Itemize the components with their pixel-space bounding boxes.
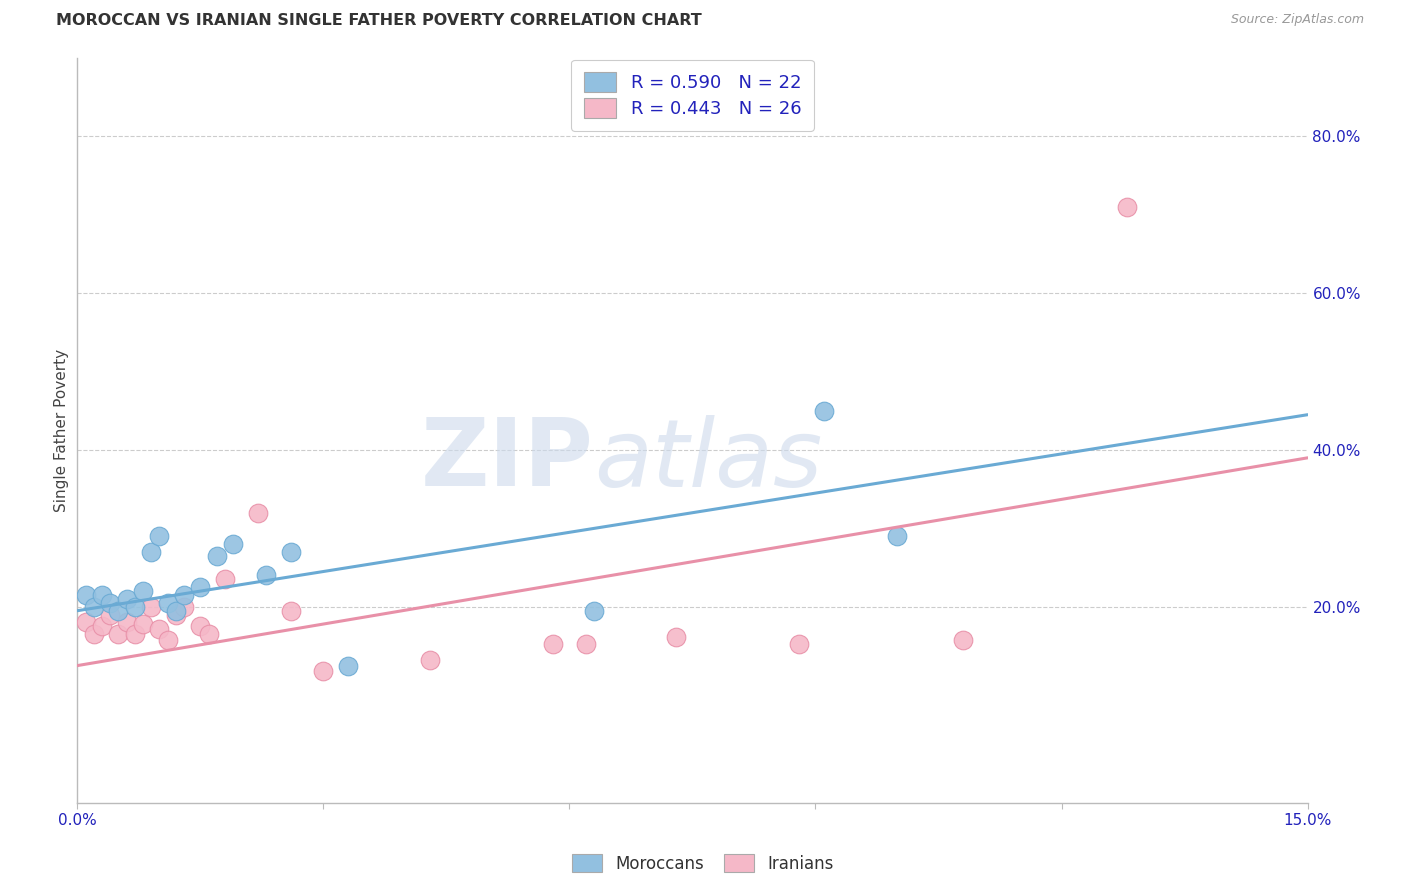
- Point: [575, 637, 598, 651]
- Point: [115, 615, 138, 630]
- Legend: Moroccans, Iranians: Moroccans, Iranians: [565, 847, 841, 880]
- Point: [583, 604, 606, 618]
- Point: [952, 632, 974, 647]
- Point: [214, 573, 236, 587]
- Point: [156, 632, 179, 647]
- Point: [132, 617, 155, 632]
- Point: [107, 604, 129, 618]
- Text: ZIP: ZIP: [422, 414, 595, 506]
- Point: [165, 607, 187, 622]
- Point: [98, 596, 121, 610]
- Point: [205, 549, 228, 563]
- Point: [665, 630, 688, 644]
- Point: [280, 604, 302, 618]
- Point: [148, 529, 170, 543]
- Y-axis label: Single Father Poverty: Single Father Poverty: [53, 349, 69, 512]
- Point: [115, 591, 138, 606]
- Text: atlas: atlas: [595, 415, 823, 506]
- Point: [173, 588, 195, 602]
- Point: [90, 619, 114, 633]
- Point: [222, 537, 245, 551]
- Point: [83, 627, 105, 641]
- Point: [141, 545, 163, 559]
- Point: [107, 627, 129, 641]
- Point: [156, 596, 179, 610]
- Point: [165, 604, 187, 618]
- Point: [75, 615, 97, 630]
- Point: [197, 627, 219, 641]
- Text: MOROCCAN VS IRANIAN SINGLE FATHER POVERTY CORRELATION CHART: MOROCCAN VS IRANIAN SINGLE FATHER POVERT…: [56, 13, 702, 29]
- Point: [90, 588, 114, 602]
- Point: [312, 664, 335, 678]
- Point: [75, 588, 97, 602]
- Point: [83, 599, 105, 614]
- Point: [419, 653, 441, 667]
- Point: [124, 599, 146, 614]
- Point: [813, 404, 835, 418]
- Point: [124, 627, 146, 641]
- Point: [246, 506, 269, 520]
- Point: [280, 545, 302, 559]
- Legend: R = 0.590   N = 22, R = 0.443   N = 26: R = 0.590 N = 22, R = 0.443 N = 26: [571, 60, 814, 131]
- Text: Source: ZipAtlas.com: Source: ZipAtlas.com: [1230, 13, 1364, 27]
- Point: [337, 658, 360, 673]
- Point: [254, 568, 277, 582]
- Point: [141, 599, 163, 614]
- Point: [188, 619, 212, 633]
- Point: [98, 607, 121, 622]
- Point: [148, 622, 170, 636]
- Point: [886, 529, 908, 543]
- Point: [1116, 200, 1139, 214]
- Point: [132, 584, 155, 599]
- Point: [173, 599, 195, 614]
- Point: [541, 637, 564, 651]
- Point: [787, 637, 810, 651]
- Point: [188, 580, 212, 594]
